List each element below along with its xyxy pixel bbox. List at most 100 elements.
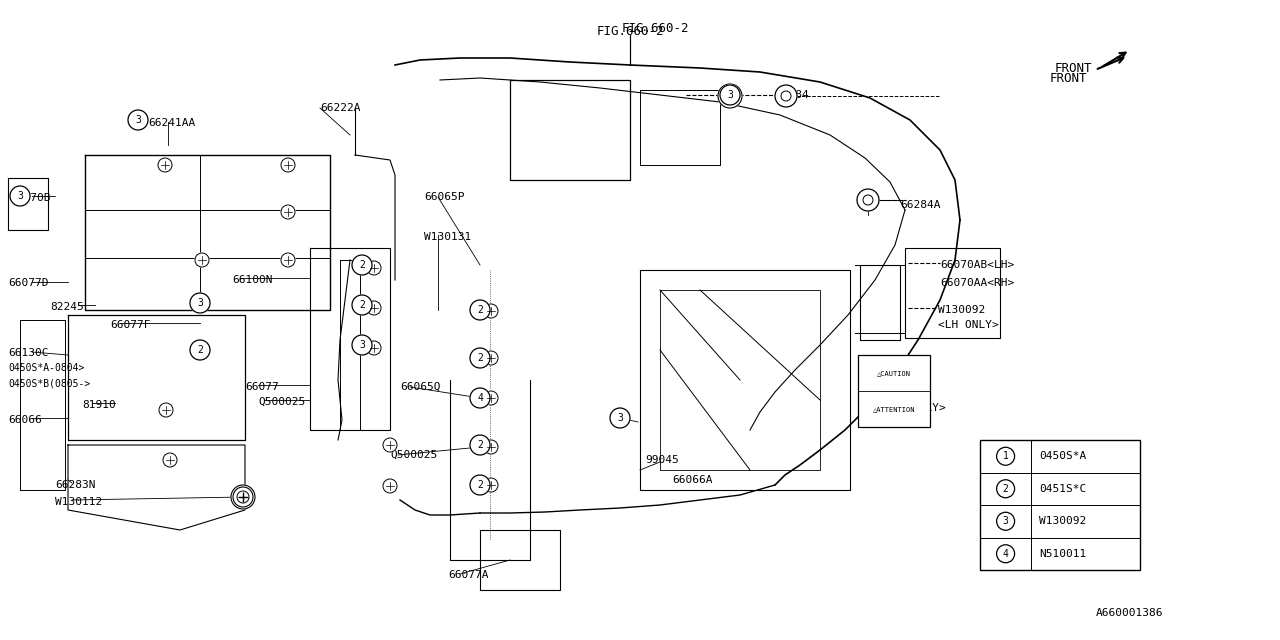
Text: 81910: 81910 [82, 400, 115, 410]
Text: FRONT: FRONT [1050, 72, 1088, 84]
Text: 3: 3 [617, 413, 623, 423]
Text: W130092: W130092 [1039, 516, 1087, 526]
Circle shape [718, 84, 742, 108]
Circle shape [352, 255, 372, 275]
Text: 3: 3 [136, 115, 141, 125]
Circle shape [159, 403, 173, 417]
Circle shape [10, 186, 29, 206]
Text: 66241AA: 66241AA [148, 118, 196, 128]
Circle shape [230, 485, 255, 509]
Text: 99045: 99045 [645, 455, 678, 465]
Text: 2: 2 [360, 300, 365, 310]
Text: A660001386: A660001386 [1096, 608, 1164, 618]
Circle shape [367, 261, 381, 275]
Text: W130092: W130092 [938, 305, 986, 315]
Circle shape [352, 295, 372, 315]
Circle shape [195, 253, 209, 267]
Circle shape [128, 110, 148, 130]
Circle shape [484, 478, 498, 492]
Circle shape [282, 205, 294, 219]
Circle shape [997, 545, 1015, 563]
Text: <LH ONLY>: <LH ONLY> [938, 320, 998, 330]
Circle shape [470, 475, 490, 495]
Circle shape [189, 340, 210, 360]
Text: 66070AA<RH>: 66070AA<RH> [940, 278, 1014, 288]
Text: 3: 3 [197, 298, 204, 308]
Circle shape [858, 189, 879, 211]
Circle shape [470, 388, 490, 408]
Text: 66284A: 66284A [900, 200, 941, 210]
Text: FIG.660-2: FIG.660-2 [596, 25, 664, 38]
Bar [905, 248, 1000, 338]
Text: 3: 3 [17, 191, 23, 201]
Circle shape [997, 447, 1015, 465]
Text: 2: 2 [477, 353, 483, 363]
Text: <LH ONLY>: <LH ONLY> [884, 403, 946, 413]
Circle shape [721, 85, 740, 105]
Text: 66070B: 66070B [10, 193, 50, 203]
Text: 66284: 66284 [774, 90, 809, 100]
Text: △CAUTION: △CAUTION [877, 370, 911, 376]
Text: 66070AB<LH>: 66070AB<LH> [940, 260, 1014, 270]
Circle shape [367, 301, 381, 315]
Text: FRONT: FRONT [1055, 61, 1093, 74]
Text: 66077F: 66077F [110, 320, 151, 330]
Text: 72822: 72822 [895, 388, 929, 398]
Circle shape [611, 408, 630, 428]
Text: 66065Q: 66065Q [401, 382, 440, 392]
Circle shape [484, 440, 498, 454]
Circle shape [282, 158, 294, 172]
Circle shape [997, 512, 1015, 531]
Text: 66066A: 66066A [672, 475, 713, 485]
Circle shape [189, 293, 210, 313]
Text: 66066: 66066 [8, 415, 42, 425]
Circle shape [484, 391, 498, 405]
Text: 66065P: 66065P [424, 192, 465, 202]
Text: 2: 2 [1002, 484, 1009, 493]
Text: Q500025: Q500025 [390, 450, 438, 460]
Text: 4: 4 [477, 393, 483, 403]
Circle shape [233, 487, 253, 507]
Text: N510011: N510011 [1039, 548, 1087, 559]
Circle shape [383, 479, 397, 493]
Text: △ATTENTION: △ATTENTION [873, 406, 915, 412]
Circle shape [157, 158, 172, 172]
Text: 0450S*A-0804>: 0450S*A-0804> [8, 363, 84, 373]
Text: 66077: 66077 [244, 382, 279, 392]
Circle shape [470, 348, 490, 368]
Text: 4: 4 [1002, 548, 1009, 559]
Bar [858, 355, 931, 427]
Text: 3: 3 [727, 90, 733, 100]
Text: 2: 2 [197, 345, 204, 355]
Text: W130112: W130112 [55, 497, 102, 507]
Text: 66283N: 66283N [55, 480, 96, 490]
Text: 1: 1 [1002, 451, 1009, 461]
Text: 82245: 82245 [50, 302, 83, 312]
Circle shape [352, 335, 372, 355]
Text: W130131: W130131 [424, 232, 471, 242]
Circle shape [997, 480, 1015, 498]
Circle shape [367, 341, 381, 355]
Circle shape [774, 85, 797, 107]
Circle shape [163, 453, 177, 467]
Text: 3: 3 [1002, 516, 1009, 526]
Circle shape [282, 253, 294, 267]
Text: 0450S*A: 0450S*A [1039, 451, 1087, 461]
Text: 0451S*C: 0451S*C [1039, 484, 1087, 493]
Text: 66077A: 66077A [448, 570, 489, 580]
Text: 2: 2 [477, 480, 483, 490]
Text: 3: 3 [360, 340, 365, 350]
Text: 66130C: 66130C [8, 348, 49, 358]
Text: 66077D: 66077D [8, 278, 49, 288]
Circle shape [383, 438, 397, 452]
Text: 2: 2 [477, 440, 483, 450]
Text: 2: 2 [477, 305, 483, 315]
Bar [980, 440, 1140, 570]
Text: 0450S*B(0805->: 0450S*B(0805-> [8, 378, 91, 388]
Circle shape [470, 435, 490, 455]
Text: 66222A: 66222A [320, 103, 361, 113]
Circle shape [484, 304, 498, 318]
Circle shape [470, 300, 490, 320]
Circle shape [484, 351, 498, 365]
Text: Q500025: Q500025 [259, 397, 305, 407]
